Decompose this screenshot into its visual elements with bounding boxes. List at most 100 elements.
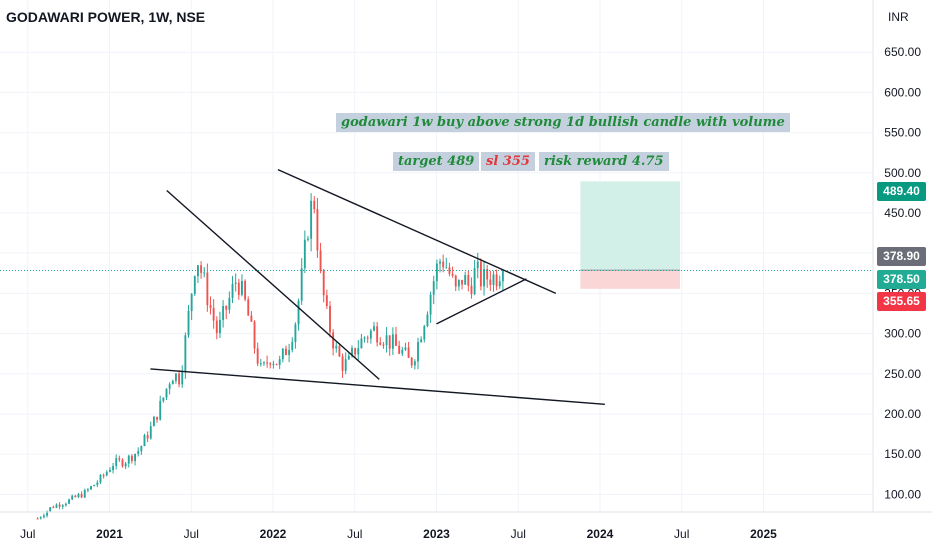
candle-body [77, 493, 80, 498]
candle-body [162, 397, 165, 401]
candle-body [398, 345, 401, 354]
candle-body [263, 362, 265, 364]
candle-body [86, 489, 89, 491]
candle-body [237, 282, 240, 295]
candle-body [159, 400, 162, 420]
candle-body [71, 495, 74, 500]
candle-body [417, 342, 419, 362]
candle-body [108, 469, 111, 472]
candle-body [426, 314, 429, 327]
note-target[interactable]: target 489 [393, 152, 480, 171]
candle-body [448, 267, 451, 274]
time-tick-label: 2022 [260, 527, 287, 541]
note-risk-reward[interactable]: risk reward 4.75 [539, 152, 669, 171]
candle-body [451, 273, 454, 276]
candle-body [366, 337, 369, 339]
price-tick-label: 650.00 [884, 45, 921, 59]
time-tick-label: Jul [511, 527, 526, 541]
time-tick-label: 2023 [423, 527, 450, 541]
price-tick-label: 600.00 [884, 85, 921, 99]
candle-body [96, 482, 99, 485]
trendline-upper-wedge[interactable] [166, 189, 380, 380]
candle-body [316, 209, 319, 251]
candle-body [90, 486, 92, 490]
last-price-badge: 378.50 [877, 270, 926, 289]
candle-body [291, 341, 294, 350]
candle-body [360, 338, 363, 349]
candle-body [215, 320, 218, 334]
time-tick-label: 2025 [750, 527, 777, 541]
candle-body [464, 275, 467, 285]
candle-body [307, 238, 309, 240]
candle-body [376, 326, 379, 343]
candle-body [404, 347, 407, 350]
candle-body [432, 281, 435, 295]
note-stop-loss[interactable]: sl 355 [481, 152, 535, 171]
candle-body [395, 334, 397, 346]
candle-body [247, 299, 250, 316]
target-price-badge: 489.40 [877, 182, 926, 201]
candle-body [303, 239, 306, 269]
price-tick-label: 450.00 [884, 206, 921, 220]
candle-body [46, 511, 48, 516]
currency-label: INR [888, 10, 909, 24]
candle-body [140, 446, 143, 452]
candle-body [489, 279, 492, 285]
candle-body [196, 265, 199, 277]
candle-body [266, 362, 269, 364]
trendlines[interactable] [0, 168, 873, 405]
candle-body [454, 275, 457, 287]
trendline-lower-support[interactable] [150, 368, 605, 405]
candle-body [322, 270, 325, 296]
candle-body [329, 305, 331, 333]
candle-body [347, 355, 350, 360]
time-tick-label: 2024 [587, 527, 614, 541]
candle-body [206, 272, 209, 306]
candle-body [219, 319, 221, 334]
candle-body [168, 384, 171, 389]
loss-zone[interactable] [580, 270, 681, 289]
profit-zone[interactable] [580, 181, 681, 271]
symbol-title[interactable]: GODAWARI POWER, 1W, NSE [6, 9, 206, 25]
candle-body [385, 335, 388, 346]
candle-body [165, 388, 168, 398]
candle-body [332, 332, 335, 349]
time-tick-label: Jul [674, 527, 689, 541]
candle-body [174, 373, 177, 381]
price-tick-label: 550.00 [884, 126, 921, 140]
candle-body [184, 335, 187, 372]
price-tick-label: 250.00 [884, 367, 921, 381]
candle-body [363, 337, 366, 339]
position-tool[interactable] [580, 181, 681, 289]
candle-body [382, 344, 385, 346]
candle-body [354, 348, 357, 355]
candle-body [80, 493, 83, 498]
candle-body [253, 321, 256, 349]
candle-body [373, 326, 375, 331]
candle-body [369, 330, 372, 339]
candle-body [124, 463, 127, 467]
candle-body [341, 356, 344, 371]
candle-body [319, 250, 322, 271]
trendline-triangle-top[interactable] [277, 168, 557, 295]
candles [36, 193, 504, 520]
note-main[interactable]: godawari 1w buy above strong 1d bullish … [336, 113, 790, 132]
trendline-triangle-bottom[interactable] [436, 278, 527, 325]
candle-body [335, 345, 338, 349]
price-tick-label: 500.00 [884, 166, 921, 180]
grid-layer [0, 0, 873, 512]
candle-body [388, 335, 391, 349]
stop-price-badge: 355.65 [877, 292, 926, 311]
candle-body [146, 435, 149, 439]
candle-body [259, 363, 262, 365]
candle-body [344, 359, 347, 371]
candle-body [178, 373, 181, 385]
candle-body [231, 283, 234, 298]
candle-body [495, 274, 498, 287]
candle-body [244, 280, 247, 300]
price-tick-label: 100.00 [884, 487, 921, 501]
candle-body [137, 451, 140, 454]
candle-body [256, 348, 259, 364]
